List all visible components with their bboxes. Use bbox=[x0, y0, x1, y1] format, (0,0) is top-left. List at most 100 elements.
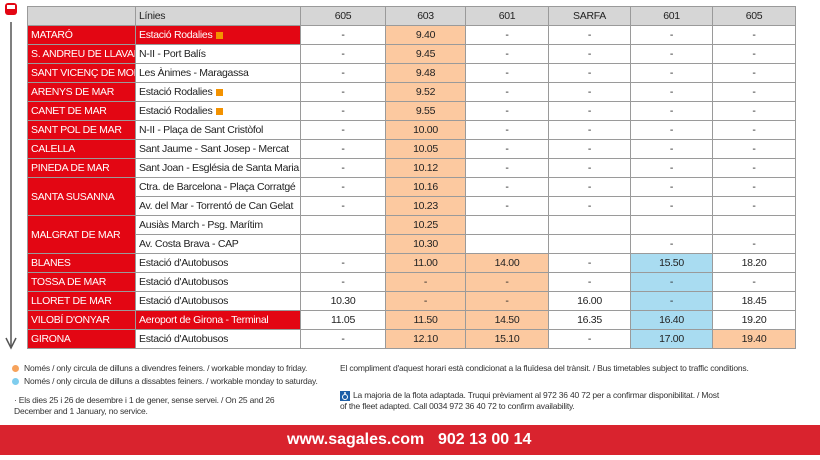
timetable: Línies 605 603 601 SARFA 601 605 MATARÓ Estaci… bbox=[27, 6, 796, 349]
town-name: SANT POL DE MAR bbox=[27, 120, 136, 140]
stop-name: Estació Rodalies bbox=[135, 101, 301, 121]
time-cell: 18.45 bbox=[712, 291, 796, 311]
stop-name: Sant Joan - Església de Santa Maria bbox=[135, 158, 301, 178]
time-cell: - bbox=[548, 329, 631, 349]
stop-name: Estació Rodalies bbox=[135, 25, 301, 45]
time-cell: - bbox=[465, 177, 549, 197]
phone: 902 13 00 14 bbox=[438, 431, 532, 448]
header-blank bbox=[27, 6, 136, 26]
time-cell: - bbox=[630, 44, 713, 64]
rail-icon bbox=[216, 31, 224, 39]
stop-label: Ausiàs March - Psg. Marítim bbox=[139, 219, 263, 231]
stop-name: Ausiàs March - Psg. Marítim bbox=[135, 215, 301, 235]
stop-name: Estació Rodalies bbox=[135, 82, 301, 102]
time-cell: - bbox=[630, 25, 713, 45]
time-cell: 9.48 bbox=[385, 63, 466, 83]
time-cell: - bbox=[630, 234, 713, 254]
stop-name: Estació d'Autobusos bbox=[135, 329, 301, 349]
stop-name: Av. Costa Brava - CAP bbox=[135, 234, 301, 254]
stop-label: Ctra. de Barcelona - Plaça Corratgé bbox=[139, 181, 296, 193]
time-cell: 14.00 bbox=[465, 253, 549, 273]
time-cell: - bbox=[712, 101, 796, 121]
time-cell: - bbox=[712, 196, 796, 216]
time-cell: 11.05 bbox=[300, 310, 386, 330]
town-name: CALELLA bbox=[27, 139, 136, 159]
wheelchair-icon bbox=[340, 391, 350, 401]
stop-name: Av. del Mar - Torrentó de Can Gelat bbox=[135, 196, 301, 216]
footer: www.sagales.com 902 13 00 14 bbox=[0, 425, 820, 455]
time-cell: - bbox=[712, 177, 796, 197]
note: Només / only circula de dilluns a divend… bbox=[24, 363, 308, 373]
time-cell: - bbox=[465, 139, 549, 159]
time-cell: 19.40 bbox=[712, 329, 796, 349]
stop-name: Ctra. de Barcelona - Plaça Corratgé bbox=[135, 177, 301, 197]
timetable-row: CALELLA Sant Jaume - Sant Josep - Mercat -… bbox=[27, 139, 796, 159]
time-cell: - bbox=[630, 82, 713, 102]
stop-label: Aeroport de Girona - Terminal bbox=[139, 314, 269, 326]
town-name: SANT VICENÇ DE MONTALT bbox=[27, 63, 136, 83]
time-cell: - bbox=[712, 25, 796, 45]
stop-name: Estació d'Autobusos bbox=[135, 291, 301, 311]
stop-label: Sant Joan - Església de Santa Maria bbox=[139, 162, 299, 174]
timetable-row: S. ANDREU DE LLAVANERESN-II - Port Balís… bbox=[27, 44, 796, 64]
time-cell: - bbox=[548, 82, 631, 102]
time-cell: - bbox=[548, 253, 631, 273]
time-cell bbox=[548, 234, 631, 254]
town-name: TOSSA DE MAR bbox=[27, 272, 136, 292]
blue-dot bbox=[12, 378, 19, 385]
time-cell: 9.45 bbox=[385, 44, 466, 64]
time-cell: 18.20 bbox=[712, 253, 796, 273]
time-cell: - bbox=[300, 101, 386, 121]
time-cell: 10.00 bbox=[385, 120, 466, 140]
time-cell: - bbox=[548, 120, 631, 140]
time-cell: - bbox=[548, 139, 631, 159]
town-name: BLANES bbox=[27, 253, 136, 273]
header-lines: Línies bbox=[135, 6, 301, 26]
note: El compliment d'aquest horari està condi… bbox=[340, 363, 749, 373]
time-cell: 15.50 bbox=[630, 253, 713, 273]
stop-label: Estació Rodalies bbox=[139, 105, 213, 117]
town-name: SANTA SUSANNA bbox=[27, 177, 136, 216]
timetable-row: SANT VICENÇ DE MONTALTLes Ànimes - Marag… bbox=[27, 63, 796, 83]
time-cell: - bbox=[465, 291, 549, 311]
rail-icon bbox=[216, 88, 224, 96]
time-cell: 14.50 bbox=[465, 310, 549, 330]
time-cell: - bbox=[712, 139, 796, 159]
time-cell bbox=[465, 215, 549, 235]
time-cell: - bbox=[630, 272, 713, 292]
town-name: VILOBÍ D'ONYAR bbox=[27, 310, 136, 330]
route-arrow bbox=[5, 3, 17, 350]
time-cell: - bbox=[712, 120, 796, 140]
stop-label: Sant Jaume - Sant Josep - Mercat bbox=[139, 143, 289, 155]
time-cell: 10.30 bbox=[385, 234, 466, 254]
time-cell: - bbox=[630, 291, 713, 311]
time-cell: 15.10 bbox=[465, 329, 549, 349]
time-cell: - bbox=[300, 253, 386, 273]
stop-label: Estació Rodalies bbox=[139, 86, 213, 98]
time-cell bbox=[548, 215, 631, 235]
town-name: PINEDA DE MAR bbox=[27, 158, 136, 178]
note: La majoria de la flota adaptada. Truqui … bbox=[340, 390, 719, 411]
orange-dot bbox=[12, 365, 19, 372]
stop-name: Sant Jaume - Sant Josep - Mercat bbox=[135, 139, 301, 159]
time-cell: 17.00 bbox=[630, 329, 713, 349]
time-cell: - bbox=[712, 234, 796, 254]
note: · Els dies 25 i 26 de desembre i 1 de ge… bbox=[14, 395, 275, 416]
header-row: Línies 605 603 601 SARFA 601 605 bbox=[27, 6, 796, 26]
stop-label: Les Ànimes - Maragassa bbox=[139, 67, 249, 79]
time-cell: - bbox=[300, 44, 386, 64]
time-cell: - bbox=[300, 63, 386, 83]
town-name: GIRONA bbox=[27, 329, 136, 349]
town-name: MALGRAT DE MAR bbox=[27, 215, 136, 254]
time-cell: 16.00 bbox=[548, 291, 631, 311]
time-cell: 10.25 bbox=[385, 215, 466, 235]
time-cell: - bbox=[548, 272, 631, 292]
time-cell: - bbox=[630, 158, 713, 178]
time-cell: - bbox=[712, 158, 796, 178]
stop-label: N-II - Port Balís bbox=[139, 48, 206, 60]
time-cell: - bbox=[300, 120, 386, 140]
stop-name: Estació d'Autobusos bbox=[135, 253, 301, 273]
time-cell: - bbox=[548, 196, 631, 216]
time-cell: - bbox=[548, 101, 631, 121]
